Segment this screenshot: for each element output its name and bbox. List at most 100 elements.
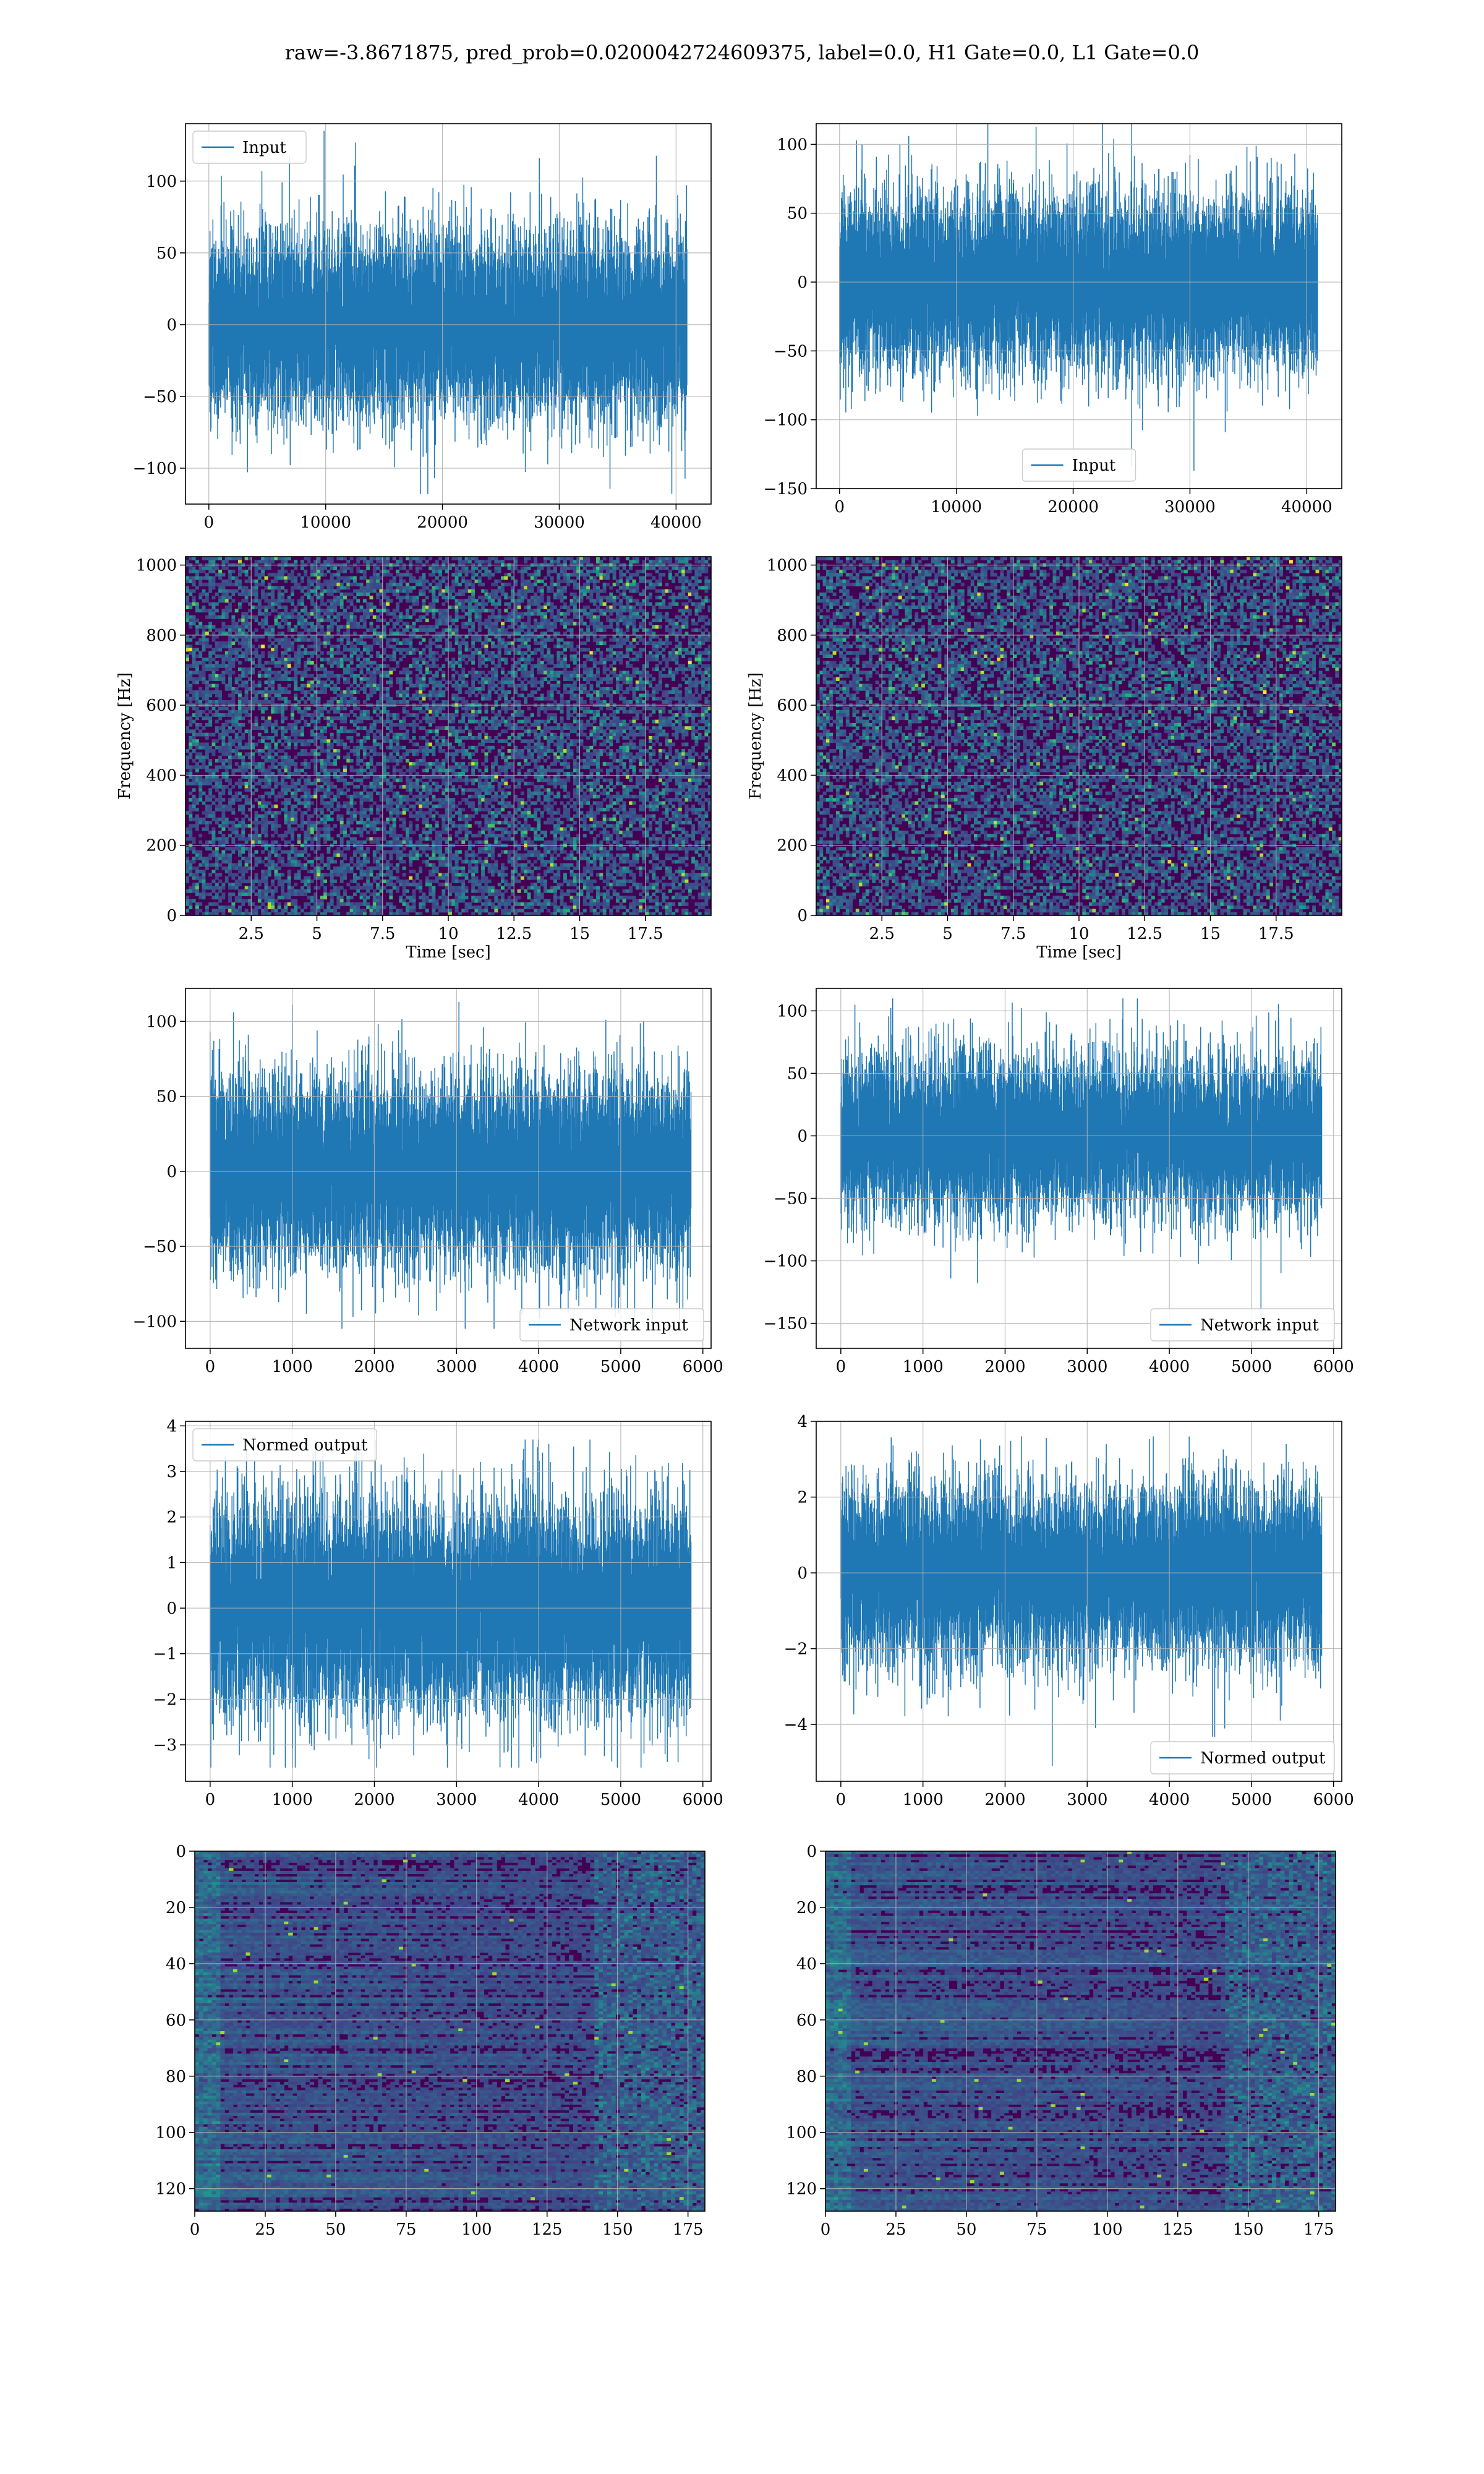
y-tick-label: −100: [133, 1312, 177, 1331]
y-tick-label: 1: [166, 1554, 177, 1572]
axes-frame: [816, 1421, 1342, 1782]
x-tick-label: 1000: [903, 1791, 944, 1809]
plot-area: [825, 1851, 1336, 2211]
grid-lines: [186, 1421, 711, 1781]
plot-area: [210, 1001, 692, 1329]
y-tick-label: −150: [764, 1315, 808, 1333]
series-line: [208, 131, 688, 494]
y-tick-label: 200: [146, 837, 177, 855]
y-tick-label: 0: [797, 1564, 808, 1583]
x-tick-label: 4000: [518, 1791, 559, 1809]
y-tick-label: −50: [774, 1190, 808, 1209]
y-axis-label: Frequency [Hz]: [746, 672, 765, 800]
x-tick-label: 12.5: [496, 925, 532, 943]
x-tick-label: 100: [1092, 2220, 1123, 2239]
x-tick-label: 30000: [1164, 498, 1216, 516]
y-tick-label: 0: [797, 273, 808, 292]
axes-frame: [816, 988, 1342, 1349]
series-line: [840, 998, 1323, 1332]
figure-title: raw=-3.8671875, pred_prob=0.020004272460…: [0, 41, 1484, 64]
x-tick-label: 40000: [650, 513, 702, 532]
x-tick-label: 3000: [436, 1358, 477, 1376]
y-tick-label: −100: [764, 411, 808, 430]
x-tick-label: 2.5: [869, 925, 895, 943]
input-waveform-chart-right: 0 10000 20000 30000 40000 −150 −100 −50 0 50 100 In…: [764, 123, 1342, 516]
x-tick-label: 25: [255, 2220, 275, 2239]
x-tick-label: 10000: [931, 498, 982, 516]
y-tick-label: 800: [146, 627, 177, 645]
series-line: [840, 1436, 1323, 1766]
legend: Normed output: [192, 1428, 377, 1462]
y-tick-label: 120: [786, 2180, 817, 2199]
x-tick-label: 5: [942, 925, 953, 943]
y-tick-label: 0: [176, 1843, 186, 1861]
x-tick-label: 17.5: [1258, 925, 1294, 943]
x-tick-label: 0: [190, 2220, 200, 2239]
legend-label: Network input: [569, 1316, 688, 1335]
x-tick-label: 5000: [600, 1358, 641, 1376]
feature-map-chart-left: 0 25 50 75 100 125 150 175 0 20 40 60 80 100 120: [155, 1843, 706, 2239]
y-tick-label: 60: [166, 2011, 186, 2030]
x-tick-label: 12.5: [1127, 925, 1162, 943]
x-tick-label: 0: [835, 498, 845, 516]
y-tick-label: 600: [777, 696, 808, 715]
y-tick-label: 20: [166, 1899, 186, 1917]
x-tick-label: 50: [325, 2220, 346, 2239]
series-line: [210, 1439, 692, 1768]
y-tick-label: 50: [156, 244, 177, 263]
x-tick-label: 175: [1303, 2220, 1334, 2239]
x-tick-label: 15: [569, 925, 590, 943]
y-axis-label: Frequency [Hz]: [116, 672, 134, 800]
x-tick-label: 20000: [1047, 498, 1099, 516]
y-tick-label: 600: [146, 696, 177, 715]
x-tick-label: 4000: [518, 1358, 559, 1376]
y-tick-label: 100: [146, 1012, 177, 1031]
x-tick-label: 75: [396, 2220, 416, 2239]
y-tick-label: 0: [797, 1127, 808, 1145]
y-tick-label: 800: [777, 627, 808, 645]
legend-label: Input: [1072, 456, 1116, 475]
x-tick-label: 1000: [272, 1358, 313, 1376]
y-tick-label: 50: [787, 205, 808, 223]
x-tick-label: 125: [1162, 2220, 1193, 2239]
x-tick-label: 4000: [1149, 1358, 1190, 1376]
feature-map-chart-right: 0 25 50 75 100 125 150 175 0 20 40 60 80 100 120: [786, 1843, 1336, 2239]
y-tick-label: −150: [764, 480, 808, 499]
x-tick-label: 15: [1200, 925, 1221, 943]
legend: Input: [1021, 448, 1136, 482]
y-tick-label: 200: [777, 837, 808, 855]
y-tick-label: 0: [166, 907, 177, 925]
x-tick-label: 7.5: [370, 925, 395, 943]
y-tick-label: 80: [166, 2068, 186, 2086]
x-tick-label: 75: [1026, 2220, 1047, 2239]
y-tick-label: −2: [784, 1640, 808, 1659]
y-tick-label: 50: [787, 1064, 808, 1083]
heatmap-cells: [825, 1851, 1336, 2211]
y-tick-label: −100: [133, 460, 177, 478]
x-tick-label: 6000: [1313, 1358, 1354, 1376]
x-tick-label: 0: [205, 1358, 216, 1376]
y-tick-label: 40: [166, 1955, 186, 1974]
plot-area: [839, 124, 1318, 471]
y-tick-label: −3: [153, 1736, 177, 1755]
x-tick-label: 6000: [683, 1358, 723, 1376]
y-tick-label: 0: [797, 907, 808, 925]
x-tick-label: 4000: [1149, 1791, 1190, 1809]
y-tick-label: −50: [774, 342, 808, 361]
y-tick-label: 1000: [136, 557, 177, 575]
axes-frame: [185, 1421, 712, 1782]
x-tick-label: 2.5: [239, 925, 264, 943]
x-tick-label: 50: [956, 2220, 976, 2239]
y-tick-label: 0: [806, 1843, 817, 1861]
axes-frame: [825, 1851, 1336, 2212]
plot-area: [195, 1851, 705, 2211]
x-tick-label: 10000: [300, 513, 351, 532]
y-tick-label: 40: [796, 1955, 817, 1974]
x-tick-label: 40000: [1281, 498, 1333, 516]
legend: Normed output: [1150, 1741, 1335, 1774]
x-tick-label: 3000: [1067, 1358, 1107, 1376]
normed-output-chart-right: 0 1000 2000 3000 4000 5000 6000 −4 −2 0 2 4 Normed o…: [784, 1413, 1354, 1809]
legend-label: Input: [242, 139, 286, 157]
y-tick-label: 80: [796, 2068, 817, 2086]
y-tick-label: 120: [155, 2180, 186, 2199]
